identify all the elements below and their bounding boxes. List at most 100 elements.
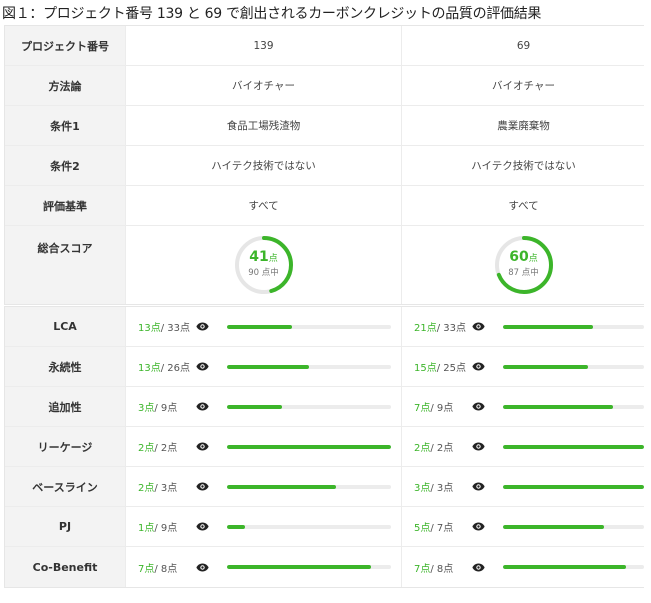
metric-progress-fill: [227, 324, 292, 329]
total-score-max: 90 点中: [248, 268, 279, 278]
metric-progress-bar: [227, 364, 391, 369]
metric-score: 21点: [414, 323, 437, 334]
metric-label: PJ: [5, 507, 125, 546]
row-label: 条件2: [5, 146, 125, 185]
eye-icon[interactable]: [196, 362, 216, 371]
metric-progress-fill: [227, 524, 246, 529]
project-69-metric: 7点/ 9点: [401, 387, 645, 426]
project-69-total: 60点 87 点中: [401, 226, 645, 304]
figure-caption: 図１：プロジェクト番号 139 と 69 で創出されるカーボンクレジットの品質の…: [2, 6, 542, 22]
project-69-metric: 21点/ 33点: [401, 307, 645, 346]
metric-max: / 7点: [430, 523, 454, 534]
metric-score: 7点: [414, 563, 431, 575]
eye-icon[interactable]: [472, 482, 492, 491]
metric-progress-bar: [227, 565, 391, 569]
total-score-value: 41: [249, 249, 269, 265]
project-139-total: 41点 90 点中: [125, 226, 401, 304]
metric-label: 追加性: [5, 387, 125, 426]
total-score-max: 87 点中: [508, 268, 539, 278]
metric-max: / 2点: [430, 443, 454, 454]
metric-score: 1点: [138, 523, 155, 534]
metrics-table: LCA 13点/ 33点 21点/ 33点 永続性 13点/ 26点 15点/ …: [4, 306, 645, 588]
metric-progress-fill: [503, 484, 644, 489]
project-69-metric: 2点/ 2点: [401, 427, 645, 466]
project-69-metric: 15点/ 25点: [401, 347, 645, 386]
table-row: プロジェクト番号 139 69: [5, 26, 645, 66]
total-score-row: 総合スコア 41点 90 点中 60点: [5, 226, 645, 304]
project-139-metric: 2点/ 3点: [125, 467, 401, 506]
metric-progress-fill: [503, 565, 627, 569]
metric-max: / 25点: [436, 363, 467, 374]
metric-progress-bar: [227, 524, 391, 529]
metric-score: 2点: [138, 483, 155, 494]
metric-progress-bar: [227, 484, 391, 489]
row-label: 総合スコア: [5, 226, 125, 304]
metric-progress-bar: [503, 364, 644, 369]
metric-label: LCA: [5, 307, 125, 346]
metric-max: / 9点: [430, 403, 454, 414]
metric-score: 3点: [138, 403, 155, 414]
eye-icon[interactable]: [472, 362, 492, 371]
table-row: 評価基準 すべて すべて: [5, 186, 645, 226]
gauge-arc: [234, 236, 293, 294]
metric-row: PJ 1点/ 9点 5点/ 7点: [5, 507, 645, 547]
project-139-metric: 2点/ 2点: [125, 427, 401, 466]
metric-progress-bar: [227, 404, 391, 409]
metric-progress-bar: [227, 444, 391, 449]
metric-score: 5点: [414, 523, 431, 534]
metric-progress-fill: [227, 484, 337, 489]
total-score-unit: 点: [268, 254, 278, 264]
score-gauge: 60点 87 点中: [493, 234, 555, 296]
metric-max: / 9点: [154, 403, 178, 414]
metric-score: 7点: [138, 563, 155, 575]
gauge-ring: [234, 236, 293, 294]
project-69-value: 69: [401, 26, 645, 65]
metric-progress-fill: [227, 404, 282, 409]
metric-max: / 2点: [154, 443, 178, 454]
project-69-value: すべて: [401, 186, 645, 225]
metric-progress-fill: [503, 524, 604, 529]
metric-label: リーケージ: [5, 427, 125, 466]
metric-max: / 33点: [160, 323, 191, 334]
eye-icon[interactable]: [196, 402, 216, 411]
eye-icon[interactable]: [472, 522, 492, 531]
project-139-metric: 3点/ 9点: [125, 387, 401, 426]
metric-progress-fill: [503, 404, 613, 409]
row-label: 方法論: [5, 66, 125, 105]
project-139-value: 食品工場残渣物: [125, 106, 401, 145]
eye-icon[interactable]: [196, 442, 216, 451]
metric-score: 15点: [414, 363, 437, 374]
metric-score: 13点: [138, 363, 161, 374]
table-row: 条件1 食品工場残渣物 農業廃棄物: [5, 106, 645, 146]
score-gauge: 41点 90 点中: [233, 234, 295, 296]
metric-score: 13点: [138, 323, 161, 334]
project-139-value: すべて: [125, 186, 401, 225]
project-69-value: 農業廃棄物: [401, 106, 645, 145]
metric-score: 2点: [414, 443, 431, 454]
eye-icon[interactable]: [196, 522, 216, 531]
eye-icon[interactable]: [472, 442, 492, 451]
project-139-metric: 7点/ 8点: [125, 547, 401, 587]
metric-progress-fill: [227, 444, 391, 449]
eye-icon[interactable]: [196, 322, 216, 331]
metric-row: Co-Benefit 7点/ 8点 7点/ 8点: [5, 547, 645, 587]
eye-icon[interactable]: [472, 402, 492, 411]
eye-icon[interactable]: [472, 322, 492, 331]
metric-progress-bar: [503, 524, 644, 529]
metric-row: 追加性 3点/ 9点 7点/ 9点: [5, 387, 645, 427]
table-row: 条件2 ハイテク技術ではない ハイテク技術ではない: [5, 146, 645, 186]
metric-progress-fill: [503, 324, 593, 329]
project-69-value: ハイテク技術ではない: [401, 146, 645, 185]
metric-progress-bar: [503, 484, 644, 489]
row-label: 評価基準: [5, 186, 125, 225]
project-69-value: バイオチャー: [401, 66, 645, 105]
metric-score: 7点: [414, 403, 431, 414]
metric-max: / 26点: [160, 363, 191, 374]
eye-icon[interactable]: [196, 482, 216, 491]
eye-icon[interactable]: [196, 563, 216, 572]
metric-score: 2点: [138, 443, 155, 454]
metric-progress-bar: [503, 444, 644, 449]
eye-icon[interactable]: [472, 563, 492, 572]
row-label: 条件1: [5, 106, 125, 145]
project-139-metric: 13点/ 33点: [125, 307, 401, 346]
